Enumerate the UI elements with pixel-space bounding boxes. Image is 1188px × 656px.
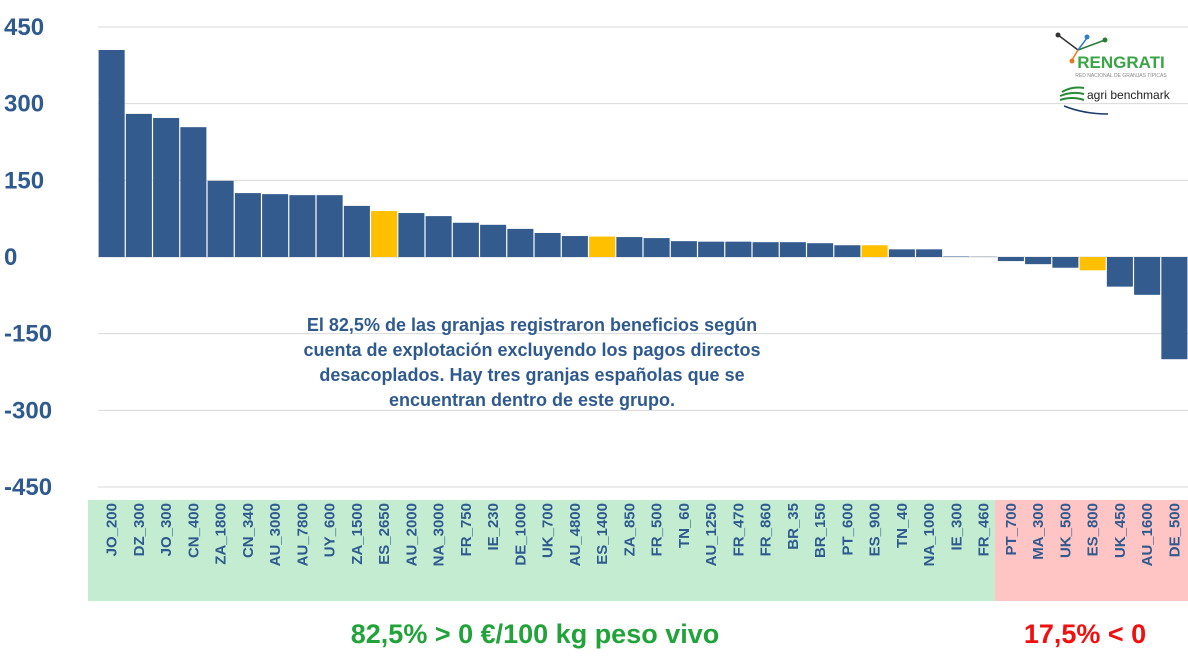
bar — [616, 237, 642, 257]
bar — [780, 242, 806, 257]
summary-negative: 17,5% < 0 — [1024, 619, 1146, 649]
logo-tagline: RED NACIONAL DE GRANJAS TÍPICAS — [1075, 72, 1167, 79]
y-tick-label: -150 — [4, 321, 52, 348]
x-tick-label: PT_700 — [1003, 503, 1020, 556]
x-tick-label: FR_750 — [458, 503, 475, 556]
annotation: El 82,5% de las granjas registraron bene… — [307, 315, 757, 335]
x-tick-label: CN_340 — [240, 503, 257, 558]
bar — [126, 114, 152, 257]
x-tick-label: AU_4800 — [567, 503, 584, 566]
x-tick-label: ES_800 — [1085, 503, 1102, 556]
x-tick-label: DE_500 — [1166, 503, 1183, 557]
y-tick-label: 150 — [4, 167, 44, 194]
logo-name: RENGRATI — [1077, 53, 1165, 72]
bar — [1134, 257, 1160, 295]
bar — [998, 257, 1024, 261]
bar — [344, 206, 370, 257]
x-tick-label: CN_400 — [185, 503, 202, 558]
bar — [235, 193, 261, 257]
x-tick-label: TN_40 — [894, 503, 911, 548]
bar — [180, 127, 206, 257]
x-tick-label: ZA_1800 — [213, 503, 230, 565]
x-tick-label: FR_500 — [649, 503, 666, 556]
bar — [1052, 257, 1078, 268]
bar — [507, 229, 533, 257]
bar — [943, 256, 969, 257]
x-tick-label: FR_470 — [730, 503, 747, 556]
x-tick-label: AU_7800 — [294, 503, 311, 566]
bar — [562, 236, 588, 257]
x-tick-label: BR_35 — [785, 503, 802, 550]
summary-positive: 82,5% > 0 €/100 kg peso vivo — [351, 619, 719, 649]
bar — [916, 249, 942, 257]
bar — [398, 213, 424, 257]
bar — [535, 233, 561, 257]
x-tick-label: ES_900 — [867, 503, 884, 556]
x-tick-label: UK_700 — [540, 503, 557, 558]
bar — [698, 242, 724, 257]
bar — [1107, 257, 1133, 287]
bar — [99, 50, 125, 257]
x-tick-label: UK_500 — [1057, 503, 1074, 558]
x-tick-label: JO_300 — [158, 503, 175, 556]
bar — [262, 194, 288, 257]
x-tick-label: TN_60 — [676, 503, 693, 548]
x-tick-label: FR_860 — [758, 503, 775, 556]
x-tick-label: BR_150 — [812, 503, 829, 558]
bar — [807, 243, 833, 257]
bar — [1080, 257, 1106, 270]
y-tick-label: -300 — [4, 397, 52, 424]
x-tick-label: ZA_850 — [621, 503, 638, 556]
bar — [426, 216, 452, 257]
bar — [589, 237, 615, 257]
x-tick-label: AU_3000 — [267, 503, 284, 566]
bar — [208, 181, 234, 257]
bar — [317, 195, 343, 257]
x-tick-label: ZA_1500 — [349, 503, 366, 565]
x-tick-label: NA_3000 — [431, 503, 448, 566]
bar — [889, 249, 915, 257]
bar — [671, 241, 697, 257]
x-tick-label: JO_200 — [104, 503, 121, 556]
bar — [453, 223, 479, 257]
annotation: cuenta de explotación excluyendo los pag… — [303, 340, 760, 360]
y-tick-label: 450 — [4, 14, 44, 41]
x-tick-label: IE_300 — [948, 503, 965, 551]
logo-partner: agri benchmark — [1087, 88, 1171, 102]
bar — [1161, 257, 1187, 359]
bar — [834, 245, 860, 257]
x-tick-label: ES_1400 — [594, 503, 611, 565]
bar — [753, 242, 779, 257]
x-tick-label: ES_2650 — [376, 503, 393, 565]
x-tick-label: NA_1000 — [921, 503, 938, 566]
bar — [289, 195, 315, 257]
x-tick-label: UY_600 — [322, 503, 339, 557]
y-tick-label: -450 — [4, 474, 52, 501]
bar — [480, 225, 506, 257]
y-tick-label: 0 — [4, 244, 17, 271]
annotation: encuentran dentro de este grupo. — [389, 390, 675, 410]
bar — [153, 118, 179, 257]
logo: RENGRATI RED NACIONAL DE GRANJAS TÍPICAS… — [1056, 33, 1171, 115]
bar — [644, 238, 670, 257]
x-tick-label: AU_2000 — [403, 503, 420, 566]
bar — [725, 242, 751, 257]
annotation: desacoplados. Hay tres granjas españolas… — [319, 365, 744, 385]
x-tick-label: DE_1000 — [512, 503, 529, 566]
x-tick-label: MA_300 — [1030, 503, 1047, 560]
x-tick-label: FR_460 — [976, 503, 993, 556]
x-tick-label: IE_230 — [485, 503, 502, 551]
y-tick-label: 300 — [4, 91, 44, 118]
x-tick-label: DZ_300 — [131, 503, 148, 556]
x-tick-label: PT_600 — [839, 503, 856, 556]
x-tick-label: UK_450 — [1112, 503, 1129, 558]
bar — [862, 245, 888, 257]
bar — [1025, 257, 1051, 264]
x-tick-label: AU_1250 — [703, 503, 720, 566]
x-tick-label: AU_1600 — [1139, 503, 1156, 566]
bar — [371, 211, 397, 257]
